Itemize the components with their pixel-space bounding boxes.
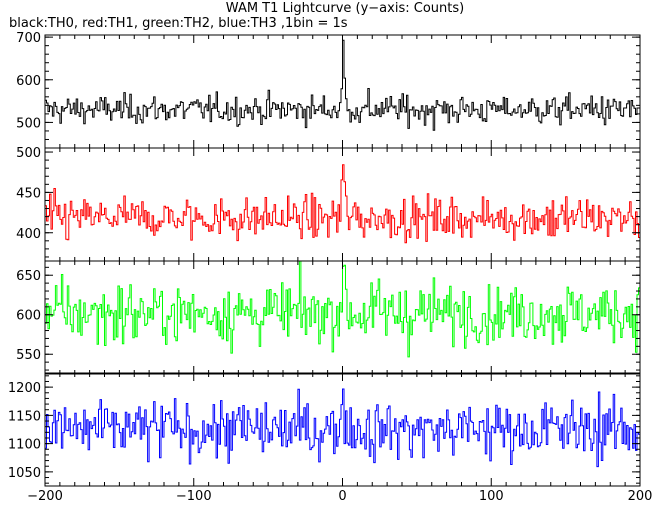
y-tick-label: 650	[16, 269, 41, 284]
x-tick-label: 0	[338, 489, 346, 504]
y-tick-label: 1200	[8, 381, 41, 396]
chart-subtitle: black:TH0, red:TH1, green:TH2, blue:TH3 …	[9, 16, 348, 31]
panel-th3: 1050 1100 1150 1200	[8, 372, 641, 487]
x-axis: −200 −100 0 100 200	[27, 489, 652, 504]
y-tick-label: 1050	[8, 466, 41, 481]
x-tick-label: −100	[176, 489, 212, 504]
y-tick-label: 550	[16, 348, 41, 363]
panel-th2: 550 600 650	[16, 260, 641, 375]
y-tick-label: 1150	[8, 409, 41, 424]
y-tick-label: 500	[16, 116, 41, 131]
panels: 5006007004004505005506006501050110011501…	[8, 31, 641, 487]
y-tick-label: 500	[16, 146, 41, 161]
y-tick-label: 700	[16, 31, 41, 46]
series-line-th1	[45, 164, 640, 244]
y-tick-label: 1100	[8, 438, 41, 453]
series-line-th0	[45, 39, 640, 131]
y-tick-label: 600	[16, 74, 41, 89]
series-line-th3	[45, 388, 640, 468]
y-tick-label: 600	[16, 309, 41, 324]
y-tick-label: 400	[16, 227, 41, 242]
chart-title: WAM T1 Lightcurve (y−axis: Counts)	[226, 1, 464, 16]
x-tick-label: −200	[27, 489, 63, 504]
x-tick-label: 200	[628, 489, 653, 504]
panel-th0: 500 600 700	[16, 31, 641, 149]
y-tick-label: 450	[16, 186, 41, 201]
x-tick-label: 100	[479, 489, 504, 504]
series-line-th2	[45, 261, 640, 358]
panel-th1: 400 450 500	[16, 146, 641, 262]
